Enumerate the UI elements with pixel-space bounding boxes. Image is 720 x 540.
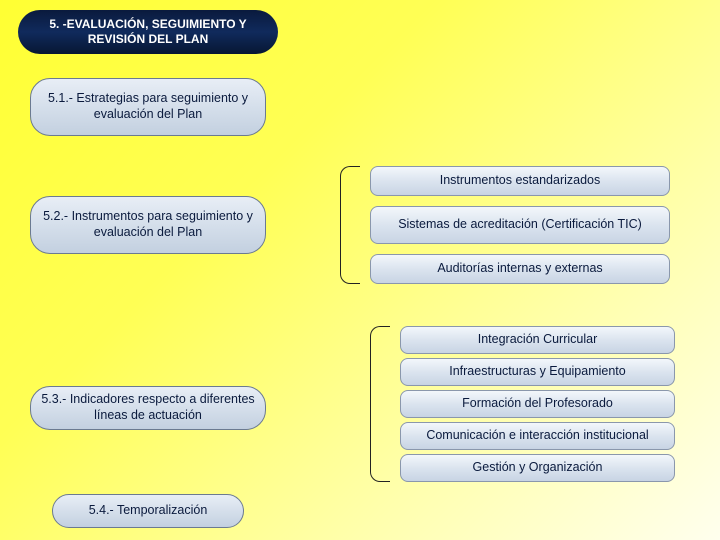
leaf-infraestructuras: Infraestructuras y Equipamiento — [400, 358, 675, 386]
leaf-instrumentos-estandarizados: Instrumentos estandarizados — [370, 166, 670, 196]
node-5-2: 5.2.- Instrumentos para seguimiento y ev… — [30, 196, 266, 254]
node-5-4: 5.4.- Temporalización — [52, 494, 244, 528]
leaf-auditorias: Auditorías internas y externas — [370, 254, 670, 284]
leaf-integracion-curricular: Integración Curricular — [400, 326, 675, 354]
bracket-5-3 — [370, 326, 390, 482]
leaf-comunicacion-institucional: Comunicación e interacción institucional — [400, 422, 675, 450]
leaf-sistemas-acreditacion: Sistemas de acreditación (Certificación … — [370, 206, 670, 244]
bracket-5-2 — [340, 166, 360, 284]
node-5-1: 5.1.- Estrategias para seguimiento y eva… — [30, 78, 266, 136]
node-5-3: 5.3.- Indicadores respecto a diferentes … — [30, 386, 266, 430]
leaf-formacion-profesorado: Formación del Profesorado — [400, 390, 675, 418]
leaf-gestion-organizacion: Gestión y Organización — [400, 454, 675, 482]
section-header: 5. -EVALUACIÓN, SEGUIMIENTO Y REVISIÓN D… — [18, 10, 278, 54]
